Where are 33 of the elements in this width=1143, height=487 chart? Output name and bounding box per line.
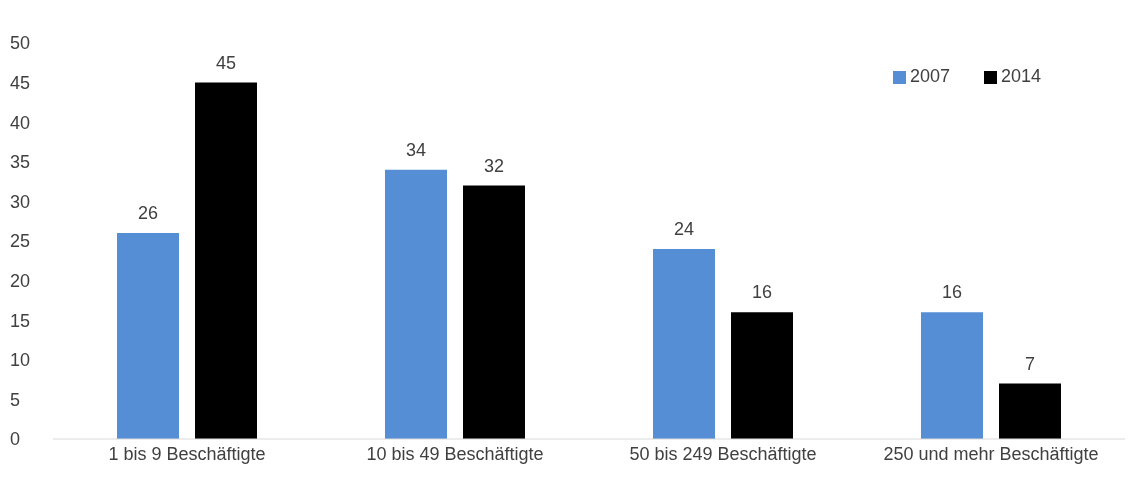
- data-label: 32: [483, 155, 505, 176]
- y-tick-label: 35: [10, 152, 31, 173]
- bar: [999, 383, 1061, 439]
- y-tick-label: 40: [10, 112, 31, 133]
- y-tick-label: 20: [10, 270, 31, 291]
- x-tick-label: 10 bis 49 Beschäftigte: [366, 443, 544, 464]
- y-tick-label: 5: [10, 389, 21, 410]
- legend-label: 2007: [909, 66, 950, 86]
- y-tick-label: 30: [10, 191, 31, 212]
- data-label: 24: [673, 218, 695, 239]
- bar: [653, 248, 715, 439]
- y-tick-label: 45: [10, 72, 31, 93]
- bar: [195, 82, 257, 439]
- x-tick-label: 50 bis 249 Beschäftigte: [629, 443, 817, 464]
- bar: [921, 312, 983, 439]
- bar: [463, 185, 525, 439]
- data-label: 45: [215, 52, 237, 73]
- y-tick-label: 50: [10, 33, 31, 54]
- bar: [117, 233, 179, 439]
- bar: [385, 169, 447, 439]
- y-tick-label: 10: [10, 350, 31, 371]
- y-tick-label: 15: [10, 310, 31, 331]
- y-tick-label: 25: [10, 231, 31, 252]
- x-tick-label: 1 bis 9 Beschäftigte: [108, 443, 266, 464]
- data-label: 16: [941, 282, 963, 303]
- legend-label: 2014: [1000, 66, 1041, 86]
- data-label: 34: [405, 139, 427, 160]
- data-label: 16: [751, 282, 773, 303]
- y-tick-label: 0: [10, 429, 21, 450]
- x-tick-label: 250 und mehr Beschäftigte: [883, 443, 1099, 464]
- data-label: 26: [137, 203, 159, 224]
- bar: [731, 312, 793, 439]
- data-label: 7: [1024, 353, 1036, 374]
